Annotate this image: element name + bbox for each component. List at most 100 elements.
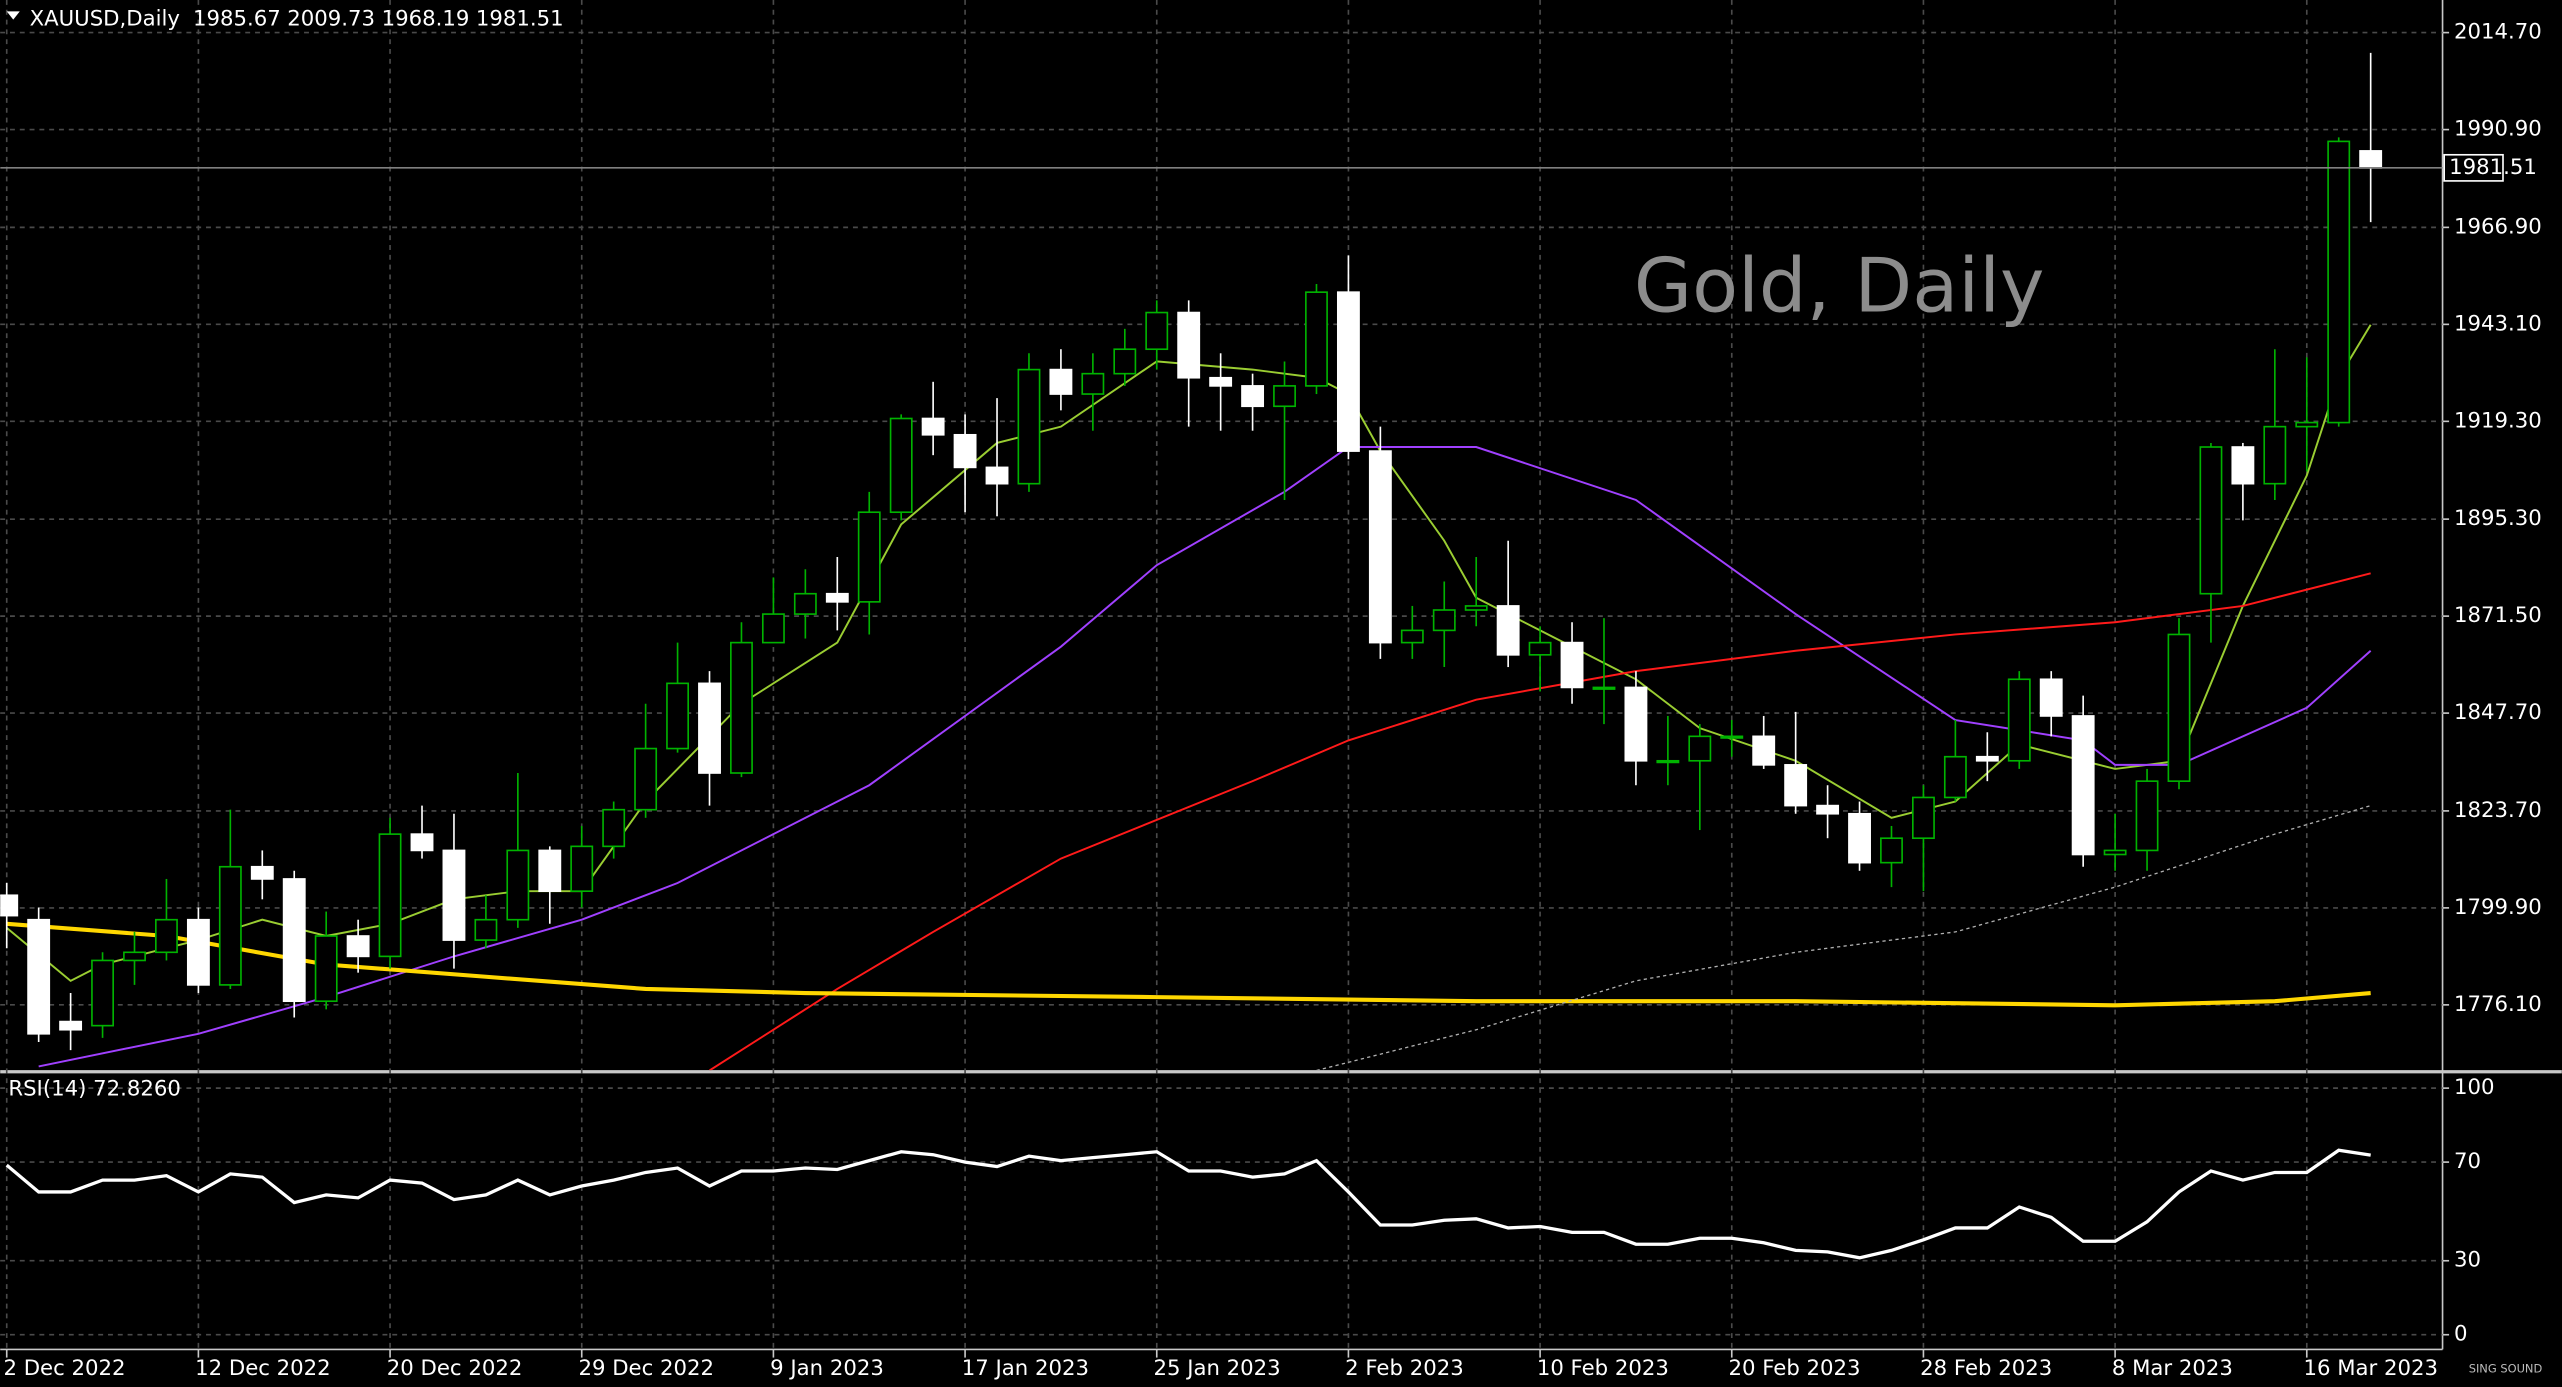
candle-body [2167, 633, 2191, 782]
rsi-panel [5, 1148, 2371, 1260]
candle-body [1368, 450, 1392, 644]
candle-body [1464, 605, 1488, 611]
candle-body [1943, 755, 1967, 799]
candle-body [857, 511, 881, 603]
y-tick-label: 1919.30 [2454, 408, 2542, 433]
candle-body [155, 918, 178, 954]
y-tick-label: 1847.70 [2454, 700, 2542, 725]
candle-body [346, 935, 370, 958]
x-tick-label: 12 Dec 2022 [195, 1356, 331, 1381]
candle-body [410, 833, 434, 852]
y-tick-label: 1990.90 [2454, 117, 2542, 142]
candle-body [1688, 735, 1712, 762]
y-tick-label: 2014.70 [2454, 20, 2542, 45]
candle-body [250, 865, 274, 880]
y-tick-label: 30 [2454, 1248, 2481, 1273]
current-price-box [2443, 153, 2504, 182]
candle-body [2359, 150, 2383, 169]
price-panel [0, 52, 2443, 1071]
y-tick-label: 1823.70 [2454, 798, 2542, 823]
header-open: 1985.67 [193, 7, 281, 32]
y-tick-label: 1895.30 [2454, 506, 2542, 531]
candle-body [1273, 385, 1296, 408]
x-tick-label: 9 Jan 2023 [770, 1356, 884, 1381]
symbol: XAUUSD,Daily [30, 7, 180, 32]
collapse-arrow[interactable] [6, 11, 20, 20]
y-tick-label: 1966.90 [2454, 214, 2542, 239]
candle-body [123, 951, 146, 962]
candle-body [2039, 678, 2063, 717]
candle-body [921, 417, 945, 436]
y-tick-label: 1799.90 [2454, 895, 2542, 920]
y-tick-label: 1776.10 [2454, 992, 2542, 1017]
candle-body [314, 935, 338, 1003]
candle-body [59, 1020, 83, 1031]
candle-body [2327, 140, 2351, 424]
candle-body [27, 918, 51, 1035]
candle-body [1848, 812, 1871, 864]
candle-body [666, 682, 690, 750]
candle-body [1656, 759, 1680, 764]
candle-body [1081, 372, 1105, 395]
header-high: 2009.73 [287, 7, 375, 32]
candle-body [2231, 446, 2255, 485]
candle-body [634, 747, 658, 811]
candle-body [1624, 686, 1648, 762]
candle-body [1975, 755, 1999, 762]
candle-body [0, 894, 19, 917]
candle-body [282, 878, 306, 1003]
y-tick-label: 100 [2454, 1075, 2495, 1100]
y-tick-label: 0 [2454, 1322, 2468, 1347]
y-tick-label: 1943.10 [2454, 311, 2542, 336]
candle-body [1496, 605, 1520, 656]
candle-body [889, 417, 913, 514]
candle-body [1880, 837, 1903, 864]
candle-body [793, 592, 817, 615]
candle-body [506, 849, 530, 921]
x-tick-label: 20 Feb 2023 [1728, 1356, 1860, 1381]
header-low: 1968.19 [382, 7, 470, 32]
rsi-line [5, 1148, 2371, 1260]
candle-body [538, 849, 562, 892]
header: XAUUSD,Daily 1985.67 2009.73 1968.19 1981.51 [30, 7, 564, 32]
candle-body [985, 466, 1009, 485]
candle-body [602, 808, 626, 848]
candle-body [1400, 629, 1424, 644]
candle-body [2263, 425, 2287, 485]
candle-body [698, 682, 721, 774]
candle-body [1816, 804, 1840, 815]
candle-body [1113, 348, 1137, 375]
x-tick-label: 2 Dec 2022 [3, 1356, 125, 1381]
candle-body [1720, 735, 1744, 739]
indicator-line [708, 572, 2371, 1071]
current-price-label: 1981.51 [2449, 155, 2537, 180]
candle-body [2135, 780, 2159, 852]
y-tick-label: 70 [2454, 1149, 2481, 1174]
indicator-line [38, 446, 2372, 1068]
watermark: Gold, Daily [1634, 241, 2045, 329]
candle-body [1560, 641, 1584, 689]
candle-body [1145, 311, 1169, 351]
candle-body [1592, 686, 1616, 690]
candle-body [442, 849, 466, 941]
logo: SING SOUND [2469, 1362, 2543, 1376]
x-tick-label: 28 Feb 2023 [1920, 1356, 2052, 1381]
x-tick-label: 8 Mar 2023 [2112, 1356, 2233, 1381]
candle-body [953, 433, 977, 469]
axes: 2014.70 1990.90 1966.90 1943.10 1919.30 1895.… [3, 20, 2541, 1381]
candle-body [2071, 715, 2095, 856]
candle-body [2295, 421, 2319, 428]
candle-body [218, 865, 242, 986]
candle-body [570, 845, 594, 892]
candle-body [1305, 291, 1328, 387]
x-tick-label: 25 Jan 2023 [1153, 1356, 1280, 1381]
candle-body [1209, 376, 1233, 387]
candle-body [1912, 796, 1935, 840]
candle-body [1432, 609, 1456, 632]
candle-body [1784, 764, 1808, 807]
x-tick-label: 16 Mar 2023 [2304, 1356, 2439, 1381]
candle-body [1752, 735, 1776, 766]
